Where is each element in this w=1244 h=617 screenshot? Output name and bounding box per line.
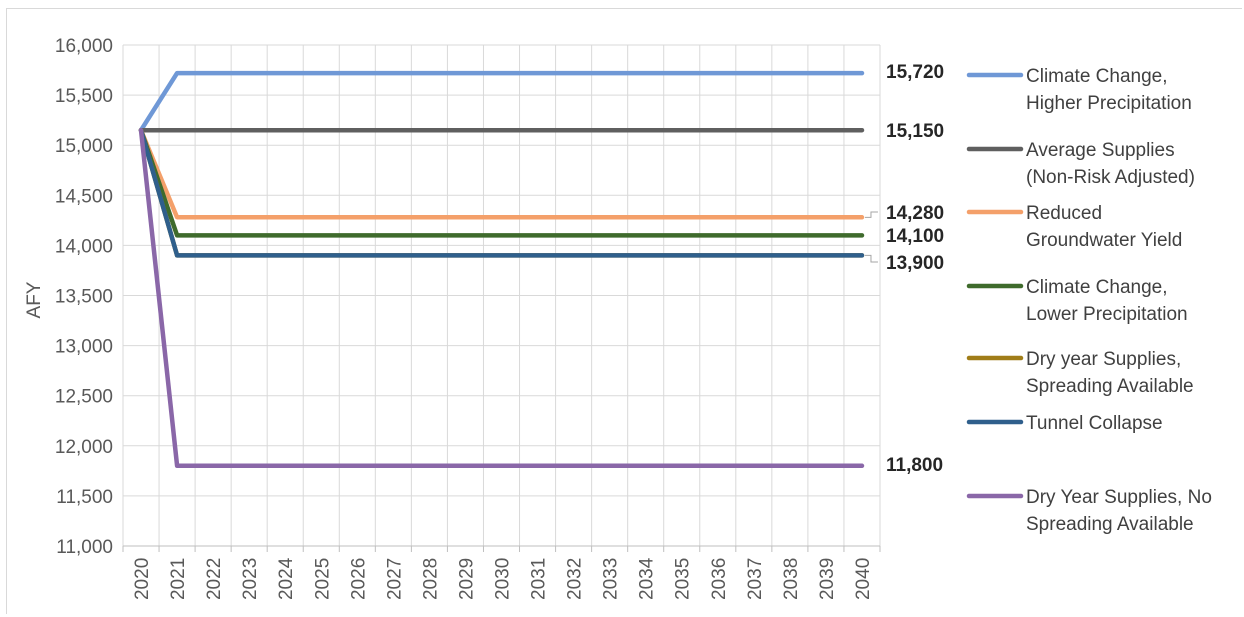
x-tick-label: 2027 — [384, 558, 405, 600]
x-tick-label: 2021 — [168, 558, 189, 600]
legend-label: Tunnel Collapse — [1026, 413, 1163, 434]
y-tick-label: 16,000 — [55, 36, 113, 57]
x-tick-label: 2028 — [420, 558, 441, 600]
data-label: 15,720 — [886, 62, 944, 83]
legend-item: Climate Change, Lower Precipitation — [966, 277, 1188, 325]
legend-label: Lower Precipitation — [1026, 304, 1188, 325]
legend-label: Average Supplies — [1026, 140, 1175, 161]
y-tick-label: 11,000 — [56, 537, 113, 558]
x-tick-label: 2037 — [745, 558, 766, 600]
x-tick-label: 2034 — [637, 557, 658, 600]
series-line — [138, 127, 865, 258]
legend-label: Dry Year Supplies, No — [1026, 487, 1212, 508]
x-tick-label: 2031 — [529, 558, 550, 600]
x-tick-label: 2040 — [853, 558, 874, 600]
y-tick-label: 13,500 — [55, 287, 113, 308]
y-tick-label: 15,000 — [55, 136, 113, 157]
legend-label: Spreading Available — [1026, 514, 1194, 535]
y-tick-label: 14,000 — [55, 236, 113, 257]
x-tick-label: 2032 — [565, 558, 586, 600]
series-line — [138, 127, 865, 220]
legend-item: Dry year Supplies, Spreading Available — [966, 349, 1194, 397]
legend-label: Spreading Available — [1026, 376, 1194, 397]
x-tick-label: 2022 — [204, 558, 225, 600]
legend-label: Climate Change, — [1026, 66, 1168, 87]
legend-item: Climate Change, Higher Precipitation — [966, 66, 1192, 114]
y-axis-label: AFY — [24, 281, 45, 318]
x-tick-label: 2026 — [348, 558, 369, 600]
leader-line — [864, 211, 878, 218]
x-tick-label: 2039 — [817, 558, 838, 600]
x-tick-label: 2038 — [781, 558, 802, 600]
chart-frame — [6, 8, 1242, 614]
data-label: 14,100 — [886, 226, 944, 247]
legend-label: Reduced — [1026, 203, 1102, 224]
x-tick-label: 2020 — [132, 558, 153, 600]
y-tick-label: 14,500 — [55, 186, 113, 207]
legend-item: Average Supplies (Non-Risk Adjusted) — [966, 140, 1195, 188]
legend-item: Reduced Groundwater Yield — [966, 203, 1182, 251]
x-tick-label: 2029 — [456, 558, 477, 600]
legend-item: Dry Year Supplies, No Spreading Available — [966, 487, 1212, 535]
x-tick-label: 2024 — [276, 557, 297, 600]
series-line — [138, 127, 865, 469]
legend-label: Higher Precipitation — [1026, 93, 1192, 114]
x-tick-label: 2025 — [312, 558, 333, 600]
axes — [122, 545, 881, 552]
legend-label: Groundwater Yield — [1026, 230, 1182, 251]
legend-label: Dry year Supplies, — [1026, 349, 1181, 370]
tick-labels: 11,000 11,500 12,000 12,500 13,000 13,500 14,0… — [55, 36, 874, 600]
legend: Climate Change, Higher Precipitation Avera… — [966, 66, 1212, 535]
data-label: 15,150 — [886, 121, 944, 142]
x-tick-label: 2033 — [601, 558, 622, 600]
y-tick-label: 11,500 — [56, 487, 113, 508]
y-tick-label: 12,500 — [55, 387, 113, 408]
legend-label: Climate Change, — [1026, 277, 1168, 298]
legend-item: Tunnel Collapse — [966, 413, 1163, 434]
x-tick-label: 2036 — [709, 558, 730, 600]
leader-line — [864, 254, 878, 263]
x-tick-label: 2023 — [240, 558, 261, 600]
data-label: 13,900 — [886, 253, 944, 274]
series-line — [138, 70, 865, 133]
y-tick-label: 15,500 — [55, 86, 113, 107]
y-tick-label: 13,000 — [55, 337, 113, 358]
legend-label: (Non-Risk Adjusted) — [1026, 167, 1195, 188]
data-label: 11,800 — [886, 455, 943, 476]
data-label: 14,280 — [886, 203, 944, 224]
series-lines — [138, 70, 865, 469]
x-tick-label: 2035 — [673, 558, 694, 600]
gridlines — [122, 44, 881, 546]
x-tick-label: 2030 — [493, 558, 514, 600]
series-line — [138, 127, 865, 238]
y-tick-label: 12,000 — [55, 437, 113, 458]
